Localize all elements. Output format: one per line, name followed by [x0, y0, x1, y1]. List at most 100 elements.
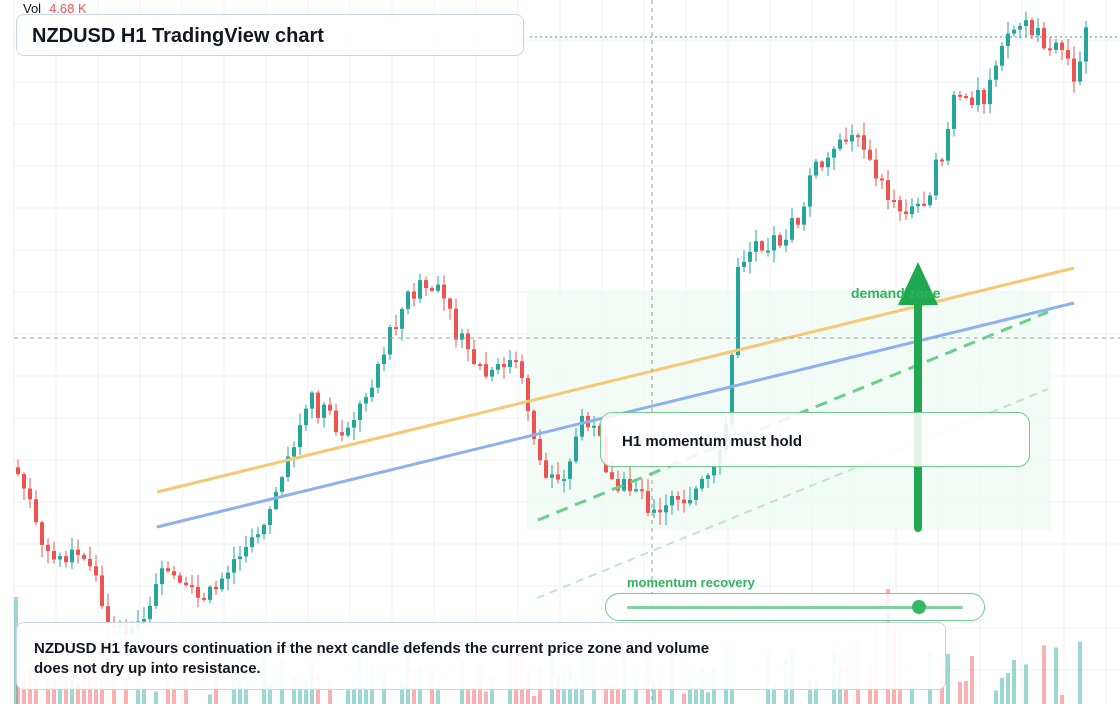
candle-body — [226, 572, 230, 579]
volume-bar — [136, 689, 140, 704]
candle-body — [568, 461, 572, 479]
candle-body — [238, 556, 242, 560]
candle-body — [232, 559, 236, 573]
candle-body — [682, 499, 686, 504]
momentum-note-card[interactable]: H1 momentum must hold — [600, 412, 1030, 467]
candle-body — [154, 584, 158, 606]
candle-body — [142, 619, 146, 622]
candle-body — [838, 139, 842, 149]
candle-body — [280, 477, 284, 492]
candle-body — [646, 490, 650, 513]
candle-body — [976, 90, 980, 106]
volume-bar — [124, 676, 128, 704]
candle-body — [1042, 27, 1046, 49]
channel-upper-dashed[interactable] — [537, 310, 1049, 522]
candle-body — [730, 355, 734, 424]
volume-bar — [1006, 673, 1010, 704]
candle-body — [1048, 48, 1052, 51]
momentum-track — [627, 606, 963, 609]
candle-body — [430, 288, 434, 291]
volume-bar — [94, 681, 98, 704]
candle-body — [1018, 25, 1022, 30]
candle-body — [868, 149, 872, 160]
candle-body — [712, 463, 716, 476]
volume-bar — [466, 688, 470, 704]
candle-body — [388, 327, 392, 355]
volume-bar — [436, 679, 440, 704]
candle-body — [64, 556, 68, 563]
volume-bar — [994, 690, 998, 704]
volume-bar — [472, 689, 476, 704]
candle-body — [316, 392, 320, 418]
candle-body — [514, 360, 518, 363]
volume-bar — [532, 695, 536, 704]
candle-body — [334, 410, 338, 433]
candle-body — [508, 360, 512, 368]
candle-body — [904, 211, 908, 215]
volume-bar — [706, 692, 710, 704]
candle-body — [658, 509, 662, 513]
candle-body — [94, 566, 98, 576]
up-arrow-icon — [898, 262, 938, 305]
candle-body — [376, 363, 380, 388]
volume-bar — [946, 653, 950, 704]
volume-bar — [652, 682, 656, 704]
candle-body — [706, 475, 710, 479]
candle-body — [676, 495, 680, 500]
volume-bar — [634, 678, 638, 704]
candle-body — [172, 571, 176, 576]
volume-bar — [1012, 659, 1016, 704]
candle-body — [310, 392, 314, 409]
candle-body — [1072, 58, 1076, 82]
candle-body — [22, 474, 26, 489]
candle-body — [994, 65, 998, 80]
candle-body — [844, 139, 848, 142]
volume-bar — [772, 684, 776, 704]
candle-body — [958, 94, 962, 97]
candle-body — [640, 489, 644, 492]
candle-body — [322, 404, 326, 418]
volume-bar — [400, 682, 404, 704]
candle-body — [574, 436, 578, 462]
candle-body — [472, 349, 476, 364]
caption-text: NZDUSD H1 favours continuation if the ne… — [34, 640, 710, 677]
candle-body — [262, 524, 266, 535]
candle-body — [196, 586, 200, 598]
candle-body — [268, 509, 272, 525]
candle-body — [934, 159, 938, 196]
volume-bar — [958, 681, 962, 704]
candle-body — [484, 364, 488, 377]
candle-body — [820, 161, 824, 168]
chart-title-card: NZDUSD H1 TradingView chart — [16, 14, 524, 56]
volume-bar — [1000, 677, 1004, 704]
candle-body — [610, 472, 614, 480]
volume-bar — [1054, 647, 1058, 704]
candle-body — [886, 180, 890, 200]
volume-bar — [352, 676, 356, 704]
volume-bar — [112, 678, 116, 704]
candle-body — [928, 195, 932, 206]
candles — [16, 11, 1088, 647]
candle-body — [436, 284, 440, 291]
candle-body — [808, 175, 812, 207]
volume-bar — [268, 684, 272, 704]
candle-body — [1078, 61, 1082, 82]
candle-body — [628, 479, 632, 492]
volume-bar — [694, 682, 698, 704]
candle-body — [76, 549, 80, 555]
momentum-thumb[interactable] — [912, 600, 927, 614]
momentum-note-text: H1 momentum must hold — [622, 433, 803, 450]
momentum-slider[interactable] — [605, 593, 985, 621]
candle-body — [1084, 27, 1088, 62]
volume-bar — [208, 694, 212, 704]
candle-body — [496, 364, 500, 370]
candle-body — [1030, 20, 1034, 36]
candle-body — [700, 478, 704, 489]
volume-bar — [346, 688, 350, 704]
candle-body — [364, 397, 368, 404]
candle-body — [832, 148, 836, 158]
candle-body — [454, 308, 458, 340]
volume-bar — [328, 683, 332, 704]
